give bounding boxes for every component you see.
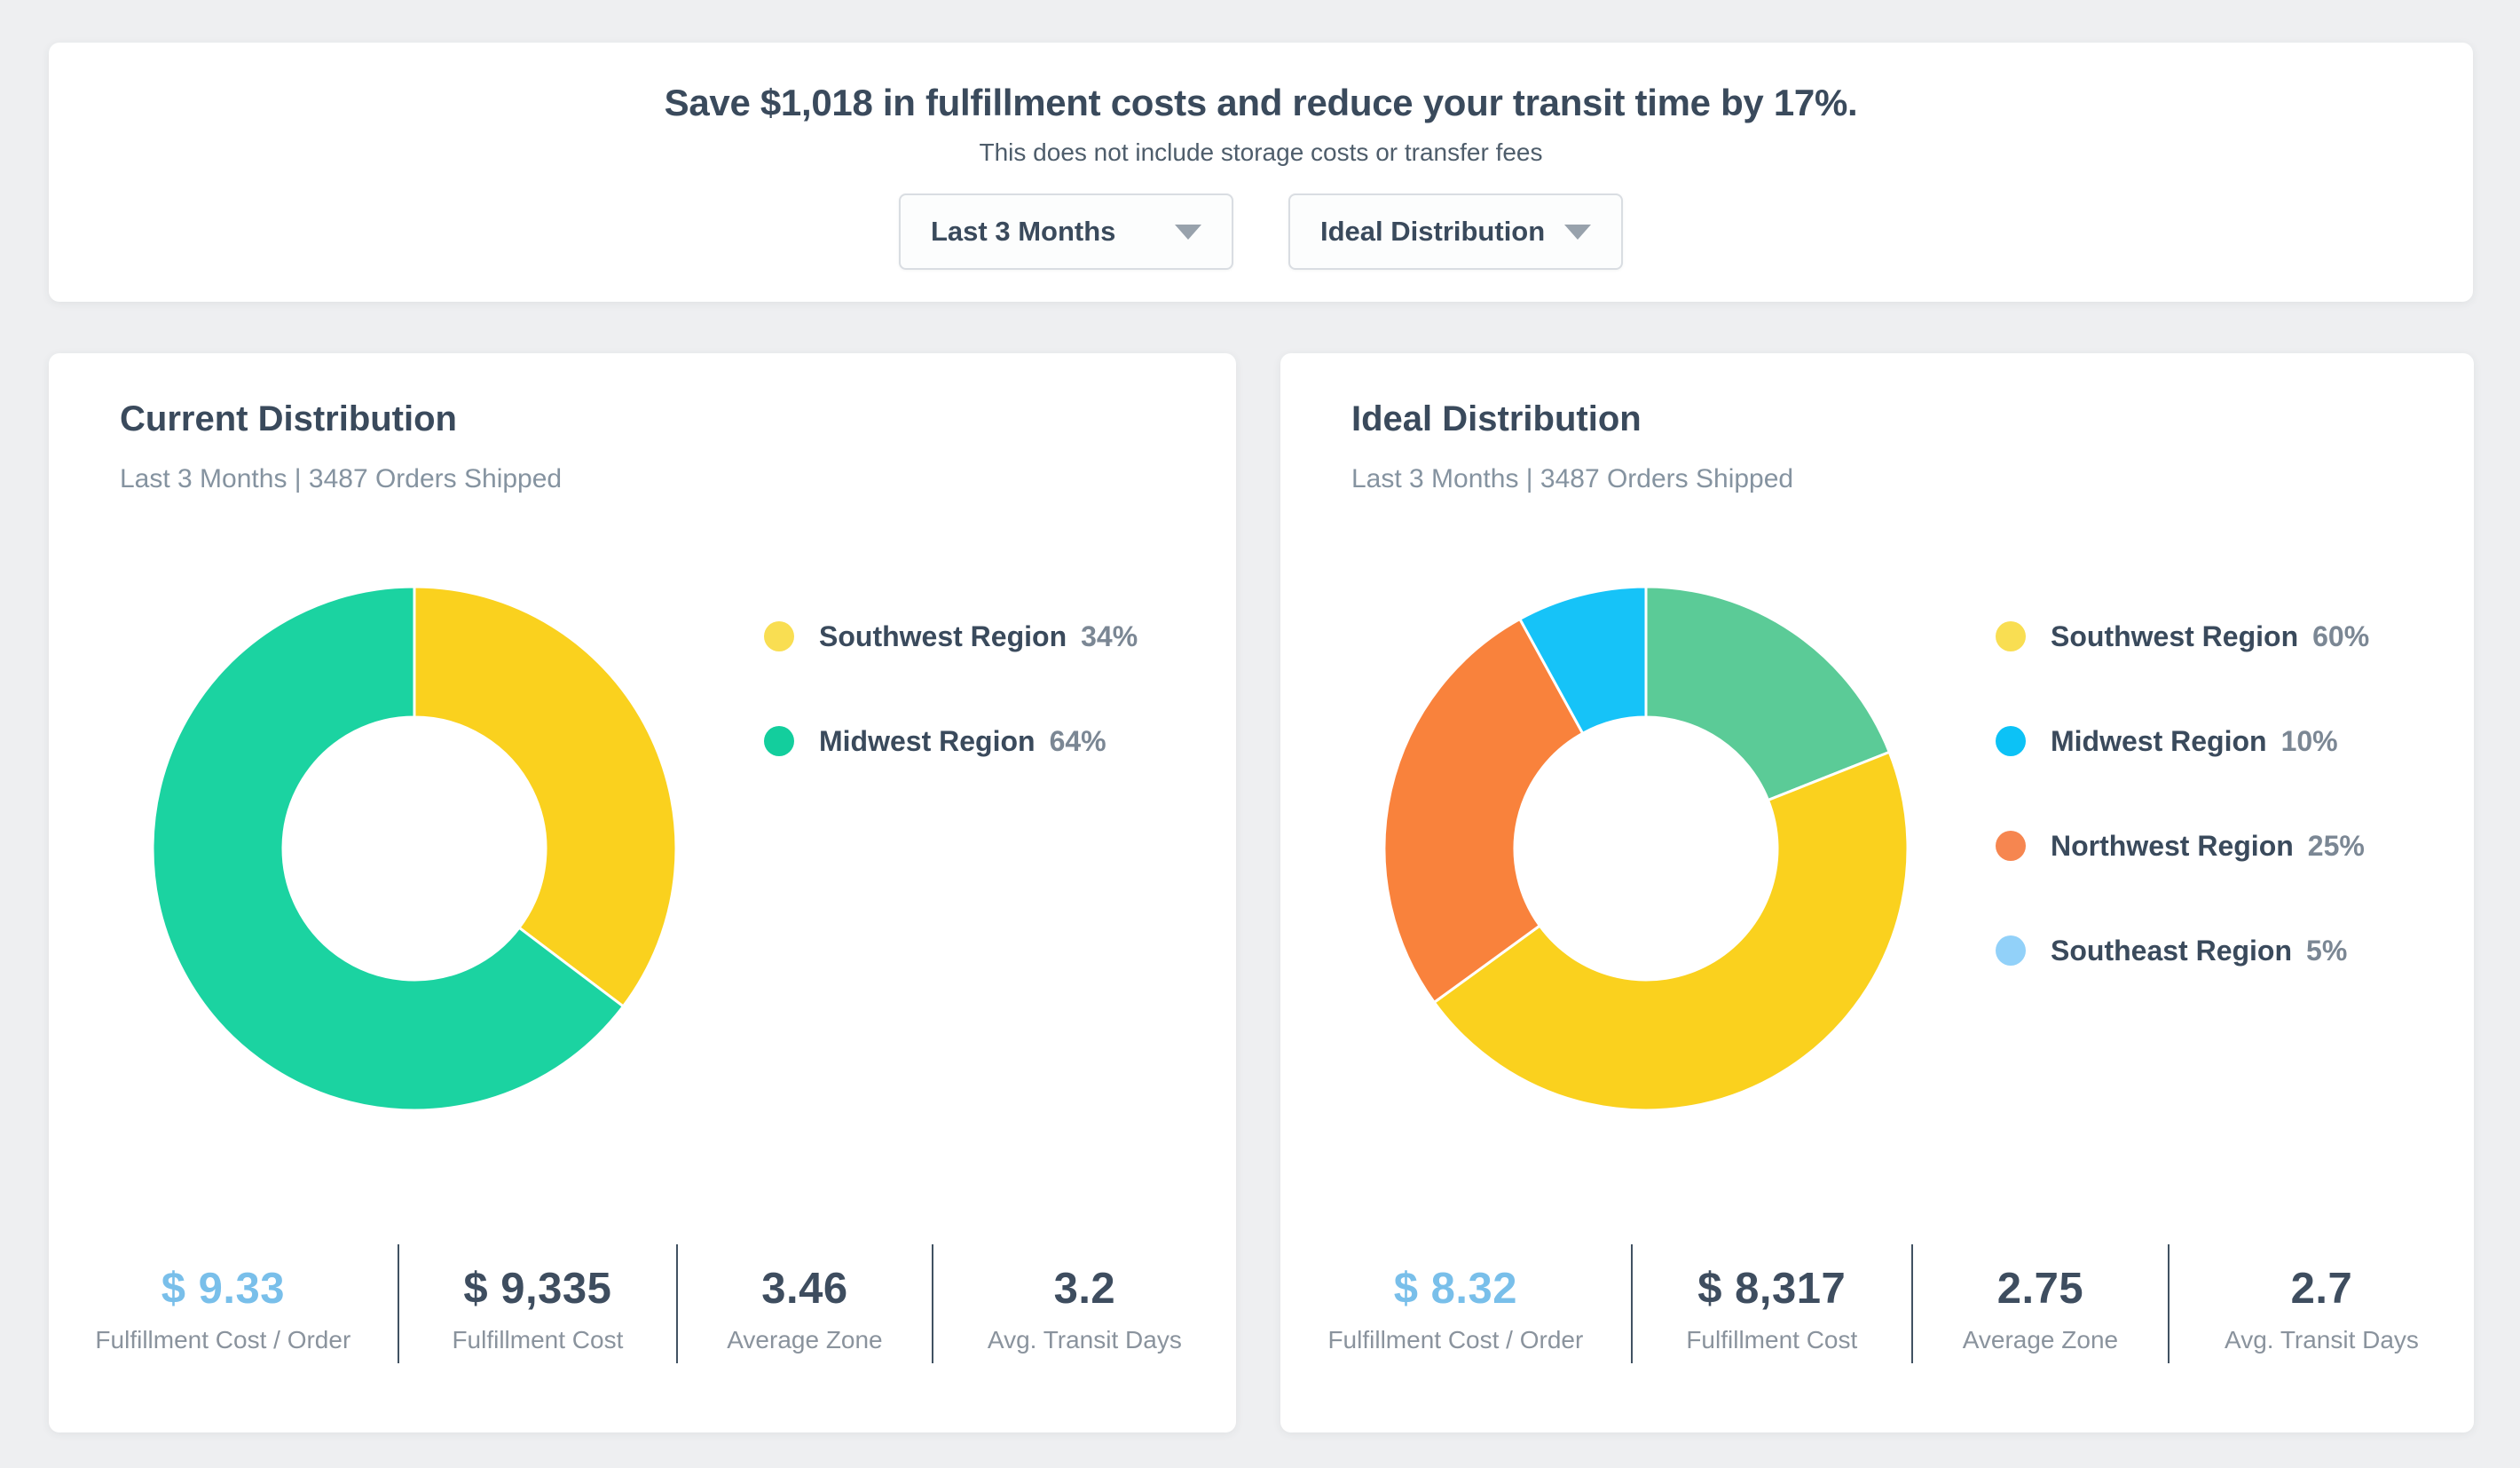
current-distribution-card: Current Distribution Last 3 Months | 348…	[49, 353, 1236, 1432]
stat-average-zone: 3.46 Average Zone	[678, 1244, 933, 1363]
ideal-distribution-donut-chart	[1382, 585, 1910, 1112]
legend-percent: 60%	[2312, 620, 2370, 652]
chevron-down-icon	[1564, 224, 1591, 240]
time-range-dropdown[interactable]: Last 3 Months	[899, 193, 1233, 270]
chevron-down-icon	[1175, 224, 1201, 240]
legend-dot	[1996, 935, 2026, 966]
distribution-value: Ideal Distribution	[1320, 216, 1546, 247]
ideal-distribution-card: Ideal Distribution Last 3 Months | 3487 …	[1280, 353, 2474, 1432]
legend-item: Southwest Region 60%	[1996, 607, 2369, 666]
legend-dot	[764, 726, 794, 756]
stat-value: $ 8,317	[1697, 1265, 1847, 1313]
stat-fulfillment-cost: $ 9,335 Fulfillment Cost	[399, 1244, 679, 1363]
legend-label: Southeast Region	[2051, 934, 2293, 967]
stat-fulfillment-cost-per-order: $ 8.32 Fulfillment Cost / Order	[1280, 1244, 1633, 1363]
stat-label: Fulfillment Cost / Order	[95, 1326, 351, 1354]
stat-label: Average Zone	[1962, 1326, 2119, 1354]
distribution-dropdown[interactable]: Ideal Distribution	[1288, 193, 1623, 270]
legend-item: Southeast Region 5%	[1996, 921, 2369, 980]
card-meta: Last 3 Months | 3487 Orders Shipped	[1351, 464, 1794, 493]
legend-label: Midwest Region	[2051, 724, 2267, 757]
legend-label: Northwest Region	[2051, 829, 2294, 862]
legend-label: Midwest Region	[819, 724, 1036, 757]
legend: Southwest Region 34% Midwest Region 64%	[764, 607, 1138, 817]
stat-label: Avg. Transit Days	[2225, 1326, 2419, 1354]
legend-percent: 34%	[1081, 620, 1138, 652]
legend-percent: 64%	[1049, 724, 1106, 757]
stat-value: $ 9.33	[161, 1265, 285, 1313]
card-title: Current Distribution	[120, 399, 457, 438]
savings-subtitle: This does not include storage costs or t…	[979, 138, 1543, 166]
card-title: Ideal Distribution	[1351, 399, 1642, 438]
stat-value: 2.75	[1996, 1265, 2084, 1313]
legend-item: Northwest Region 25%	[1996, 817, 2369, 875]
time-range-value: Last 3 Months	[931, 216, 1116, 247]
legend-percent: 25%	[2307, 829, 2365, 862]
stat-avg-transit-days: 2.7 Avg. Transit Days	[2170, 1244, 2474, 1363]
legend-label: Southwest Region	[2051, 620, 2299, 652]
stat-average-zone: 2.75 Average Zone	[1913, 1244, 2170, 1363]
stat-value: $ 8.32	[1393, 1265, 1517, 1313]
card-meta: Last 3 Months | 3487 Orders Shipped	[120, 464, 563, 493]
stat-label: Avg. Transit Days	[987, 1326, 1182, 1354]
filter-controls: Last 3 Months Ideal Distribution	[49, 193, 2473, 270]
legend-dot	[1996, 831, 2026, 861]
legend-percent: 5%	[2306, 934, 2348, 967]
stat-label: Fulfillment Cost / Order	[1327, 1326, 1584, 1354]
stats-row: $ 9.33 Fulfillment Cost / Order $ 9,335 …	[49, 1244, 1236, 1363]
current-distribution-donut-chart	[151, 585, 678, 1112]
savings-headline: Save $1,018 in fulfillment costs and red…	[664, 82, 1858, 123]
legend-dot	[764, 621, 794, 651]
legend-item: Southwest Region 34%	[764, 607, 1138, 666]
savings-summary-card: Save $1,018 in fulfillment costs and red…	[49, 43, 2473, 302]
stat-value: 3.2	[1053, 1265, 1116, 1313]
legend-dot	[1996, 621, 2026, 651]
stat-fulfillment-cost-per-order: $ 9.33 Fulfillment Cost / Order	[49, 1244, 399, 1363]
legend-label: Southwest Region	[819, 620, 1067, 652]
stat-value: 2.7	[2290, 1265, 2353, 1313]
legend: Southwest Region 60% Midwest Region 10% …	[1996, 607, 2369, 1026]
stat-value: 3.46	[761, 1265, 848, 1313]
stat-fulfillment-cost: $ 8,317 Fulfillment Cost	[1633, 1244, 1913, 1363]
legend-item: Midwest Region 64%	[764, 712, 1138, 770]
stat-label: Average Zone	[727, 1326, 883, 1354]
legend-item: Midwest Region 10%	[1996, 712, 2369, 770]
stat-avg-transit-days: 3.2 Avg. Transit Days	[933, 1244, 1236, 1363]
stats-row: $ 8.32 Fulfillment Cost / Order $ 8,317 …	[1280, 1244, 2474, 1363]
stat-value: $ 9,335	[463, 1265, 612, 1313]
stat-label: Fulfillment Cost	[452, 1326, 624, 1354]
legend-dot	[1996, 726, 2026, 756]
stat-label: Fulfillment Cost	[1686, 1326, 1858, 1354]
legend-percent: 10%	[2280, 724, 2338, 757]
